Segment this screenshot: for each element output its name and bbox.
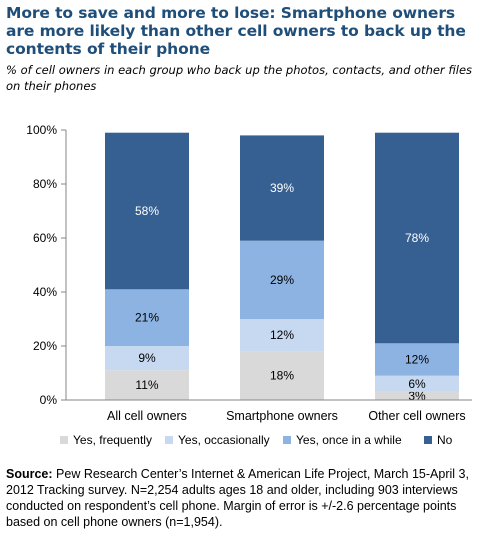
legend-label: Yes, frequently [73,433,152,447]
stacked-bar-chart: 0% 20% 40% 60% 80% 100% 11% 9% 21% 58% All cell ow… [26,123,472,447]
chart-title: More to save and more to lose: Smartphon… [6,4,466,58]
x-tick-label: Smartphone owners [226,409,338,423]
y-tick-label: 80% [33,177,57,191]
source-text: Pew Research Center’s Internet & America… [6,467,469,529]
bar-segment [105,370,189,400]
data-label: 39% [270,181,294,195]
data-label: 12% [405,353,429,367]
y-tick-label: 40% [33,285,57,299]
bar-segment [375,391,459,400]
bar-segment [240,319,324,352]
data-label: 78% [405,231,429,245]
x-tick-label: All cell owners [107,409,187,423]
bar-segment [375,343,459,376]
data-label: 29% [270,273,294,287]
data-label: 6% [408,377,426,391]
bar-segment [240,351,324,400]
source-note: Source: Pew Research Center’s Internet &… [6,466,478,530]
data-label: 12% [270,328,294,342]
bar-segment [375,375,459,392]
legend-swatch [424,436,432,444]
bar-segment [240,135,324,241]
chart-subtitle: % of cell owners in each group who back … [6,63,473,93]
y-tick-label: 20% [33,339,57,353]
y-tick-label: 60% [33,231,57,245]
bar-segment [105,346,189,371]
legend-label: No [437,433,453,447]
data-label: 21% [135,311,159,325]
data-label: 58% [135,204,159,218]
legend-swatch [60,436,68,444]
data-label: 3% [408,389,426,403]
x-tick-label: Other cell owners [368,409,465,423]
legend-swatch [165,436,173,444]
bar-segment [240,240,324,319]
legend-label: Yes, once in a while [296,433,402,447]
y-tick-label: 0% [40,393,58,407]
source-label: Source: [6,467,53,481]
data-label: 9% [138,351,156,365]
legend-label: Yes, occasionally [178,433,270,447]
data-label: 11% [135,378,158,392]
data-label: 18% [270,369,294,383]
y-tick-label: 100% [26,123,57,137]
bar-segment [375,132,459,344]
bar-segment [105,289,189,346]
legend-swatch [283,436,291,444]
bar-segment [105,132,189,290]
